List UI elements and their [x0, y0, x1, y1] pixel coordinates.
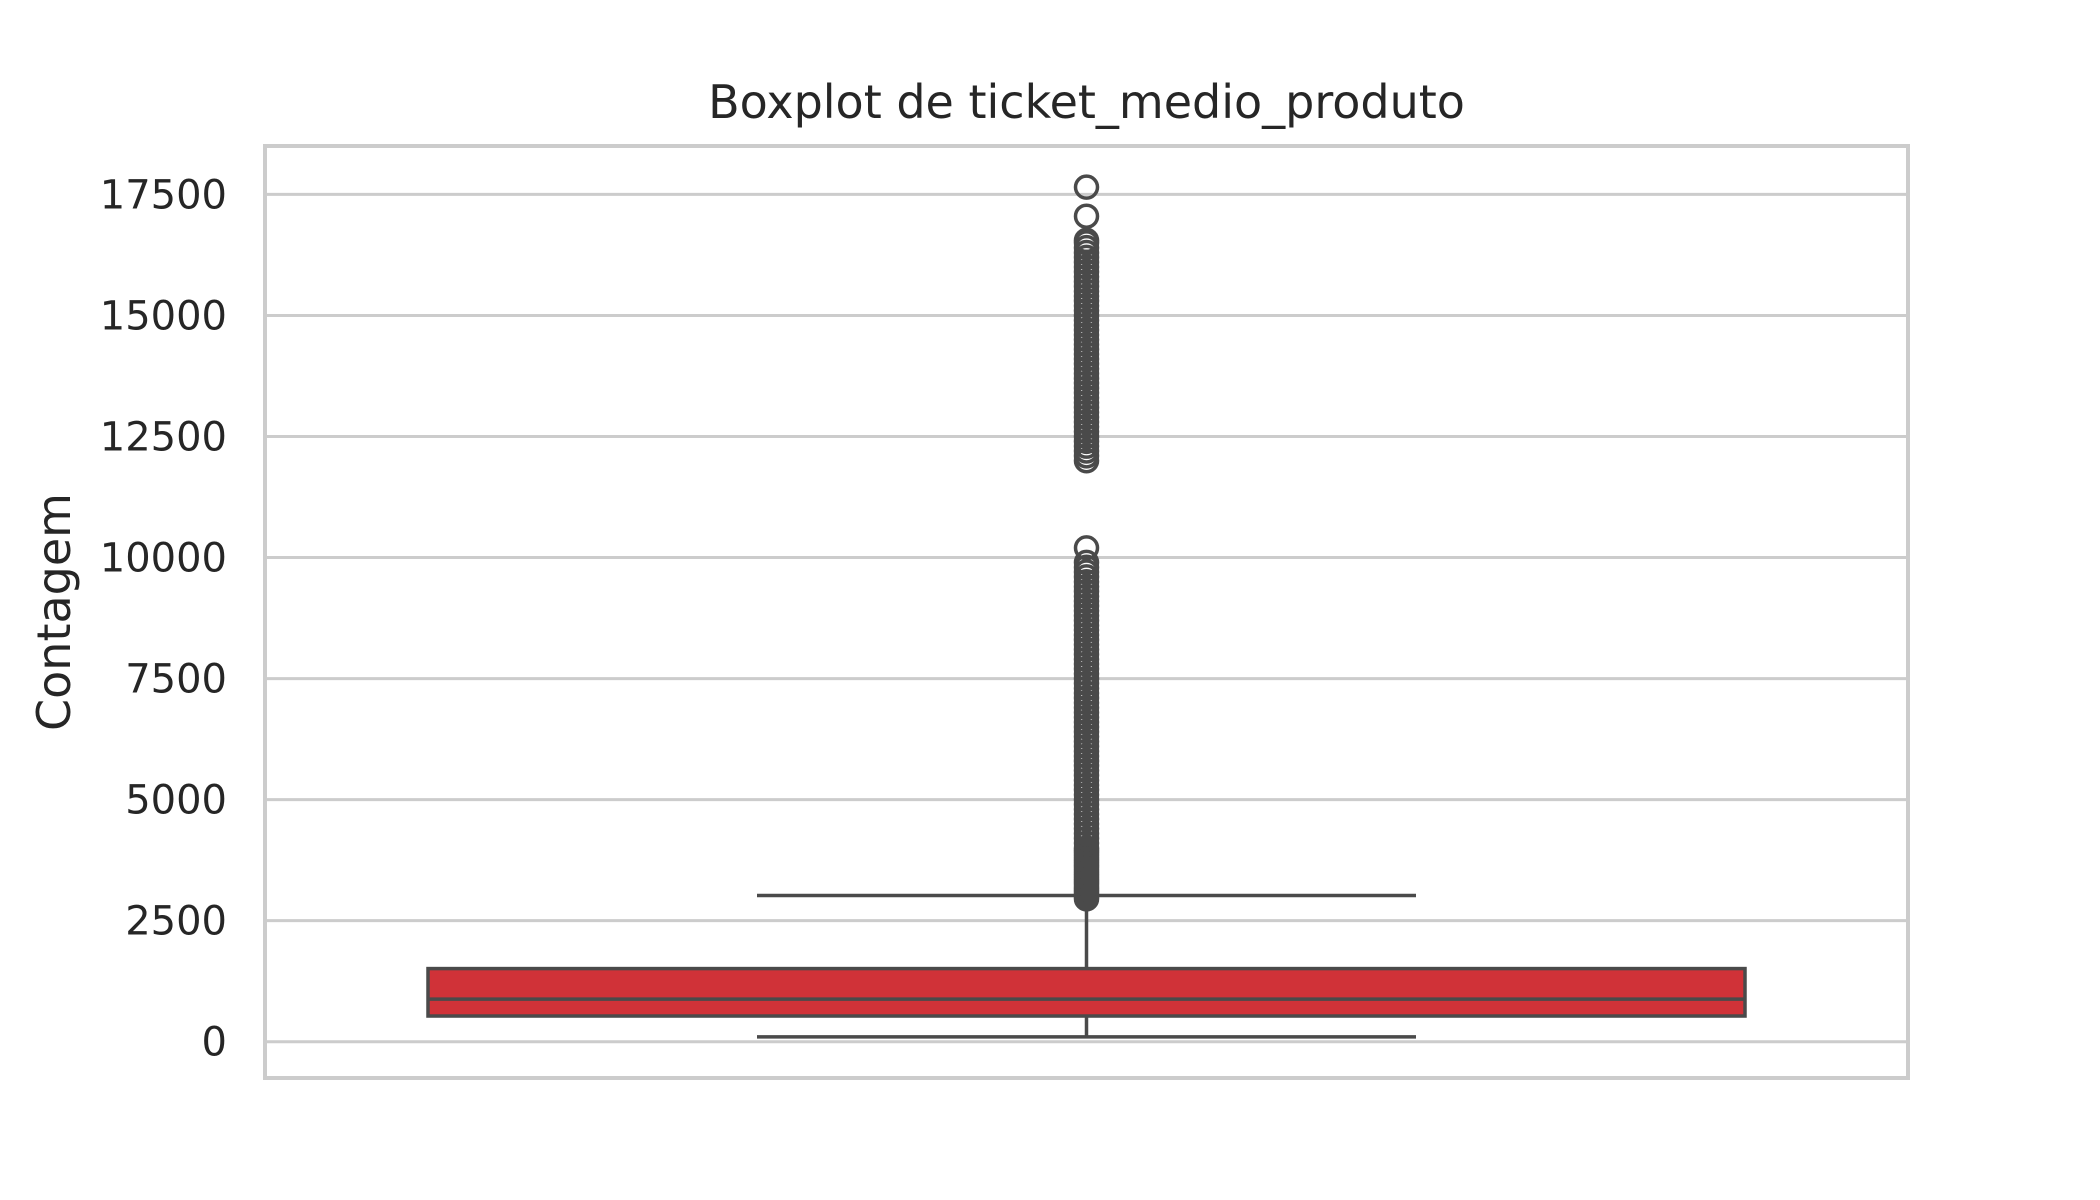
- iqr-box: [426, 966, 1747, 1018]
- y-tick-label: 15000: [100, 293, 227, 339]
- y-tick-label: 17500: [100, 172, 227, 218]
- y-tick-label: 10000: [100, 536, 227, 582]
- outlier-point: [1073, 535, 1100, 561]
- outlier-point: [1073, 203, 1100, 229]
- plot-frame: [263, 144, 1910, 1080]
- outlier-points: [1073, 174, 1100, 912]
- y-axis-label: Contagem: [27, 493, 81, 731]
- y-tick-label: 0: [202, 1020, 227, 1066]
- y-tick-label: 12500: [100, 414, 227, 460]
- y-tick-label: 7500: [125, 657, 227, 703]
- chart-title: Boxplot de ticket_medio_produto: [708, 75, 1465, 129]
- y-tick-label: 2500: [125, 899, 227, 945]
- outlier-point: [1073, 227, 1100, 254]
- y-tick-label: 5000: [125, 778, 227, 824]
- box-group: [426, 893, 1747, 1039]
- outlier-point: [1073, 174, 1100, 200]
- outlier-point: [1073, 549, 1100, 576]
- y-tick-labels: 0 2500 5000 7500 10000 12500 15000 17500: [100, 172, 227, 1065]
